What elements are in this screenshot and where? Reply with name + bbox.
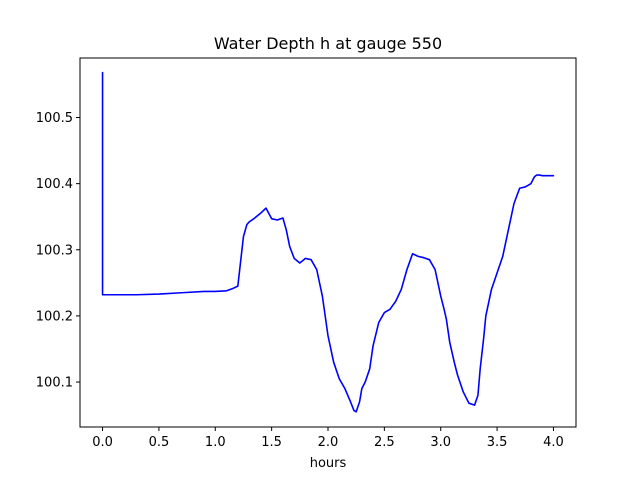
- x-tick-label: 2.5: [374, 435, 395, 450]
- x-tick-label: 4.0: [543, 435, 564, 450]
- x-axis-label: hours: [310, 456, 347, 471]
- x-tick-label: 1.5: [261, 435, 282, 450]
- y-tick-label: 100.3: [36, 243, 73, 258]
- series-line-0: [101, 71, 555, 413]
- x-tick-label: 1.0: [205, 435, 226, 450]
- x-tick-label: 3.5: [487, 435, 508, 450]
- x-tick-label: 3.0: [430, 435, 451, 450]
- chart-title: Water Depth h at gauge 550: [214, 34, 442, 53]
- x-tick-label: 0.5: [149, 435, 170, 450]
- plot-frame: [79, 57, 577, 428]
- y-tick-label: 100.1: [36, 376, 73, 391]
- y-tick-label: 100.2: [36, 309, 73, 324]
- y-tick-label: 100.4: [36, 177, 73, 192]
- x-tick-label: 2.0: [318, 435, 339, 450]
- x-axis: 0.0 0.5 1.0 1.5 2.0 2.5 3.0 3.5 4.0: [92, 427, 564, 450]
- y-tick-label: 100.5: [36, 111, 73, 126]
- plot-area: [101, 71, 555, 413]
- y-axis: 100.1 100.2 100.3 100.4 100.5: [36, 111, 80, 391]
- x-tick-label: 0.0: [92, 435, 113, 450]
